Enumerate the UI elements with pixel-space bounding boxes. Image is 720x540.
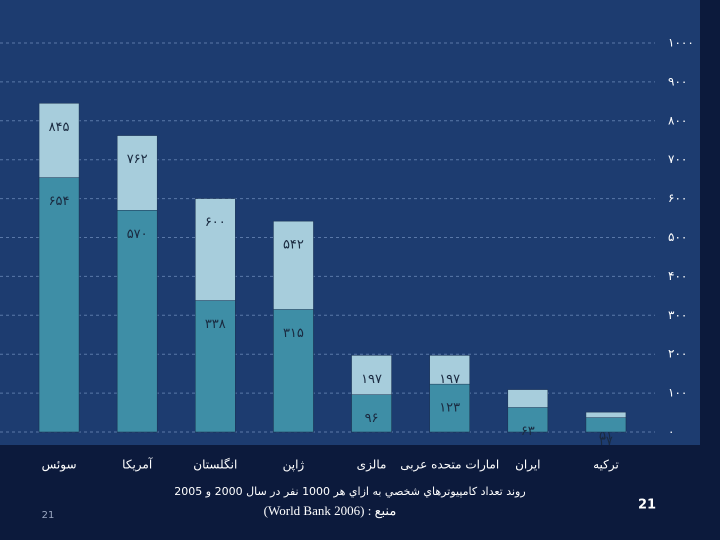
y-tick-label: ۵۰۰ [668, 230, 687, 244]
caption: روند تعداد کامپیوترهاي شخصي به ازاي هر 1… [174, 485, 525, 498]
value-label: ۳۱۵ [283, 326, 304, 341]
bar [507, 407, 549, 433]
x-tick-label: ترکیه [593, 458, 619, 473]
x-tick-label: ژاپن [283, 458, 305, 473]
bar [351, 394, 392, 433]
value-label: ۱۹۷ [361, 372, 382, 387]
y-tick-label: ۰ [668, 425, 674, 439]
value-label: ۶۳ [521, 424, 535, 439]
x-tick-label: سوئس [42, 458, 77, 473]
y-tick-label: ۹۰۰ [668, 74, 687, 88]
value-label: ۶۰۰ [205, 215, 226, 230]
value-label: ۹۶ [365, 411, 379, 426]
y-tick-label: ۴۰۰ [668, 269, 687, 283]
value-label: ۱۲۳ [439, 401, 460, 416]
value-label: ۵۷۰ [127, 227, 148, 242]
value-label: ۶۵۴ [49, 194, 70, 209]
plot-background [0, 0, 700, 445]
source: منبع : (World Bank 2006) [264, 503, 397, 519]
x-tick-label: امارات متحده عربی [400, 458, 499, 473]
x-tick-label: آمریکا [122, 457, 153, 473]
y-tick-label: ۲۰۰ [668, 347, 687, 361]
y-tick-label: ۱۰۰ [668, 386, 687, 400]
value-label: ۸۴۵ [49, 120, 70, 135]
value-label: ۷۶۲ [127, 152, 148, 167]
value-label: ۵۴۲ [283, 238, 304, 253]
bar [195, 300, 236, 433]
value-label: ۵۱ [599, 429, 613, 444]
x-tick-label: انگلستان [193, 458, 237, 472]
y-tick-label: ۱۰۰۰ [668, 36, 694, 50]
x-tick-label: مالزی [357, 458, 387, 473]
bar [38, 177, 80, 433]
bar [273, 309, 314, 433]
slide-number: 21 [638, 498, 656, 513]
value-label: ۳۷ [599, 434, 613, 449]
bar [116, 210, 158, 433]
y-tick-label: ۳۰۰ [668, 308, 687, 322]
x-tick-label: ایران [515, 458, 540, 473]
y-tick-label: ۸۰۰ [668, 113, 687, 127]
bar [585, 417, 627, 433]
y-tick-label: ۶۰۰ [668, 191, 687, 205]
y-tick-label: ۷۰۰ [668, 152, 687, 166]
bar [429, 383, 470, 433]
value-label: ۳۳۸ [205, 317, 226, 332]
value-label: ۱۹۷ [439, 372, 460, 387]
slide-number: 21 [42, 510, 55, 521]
